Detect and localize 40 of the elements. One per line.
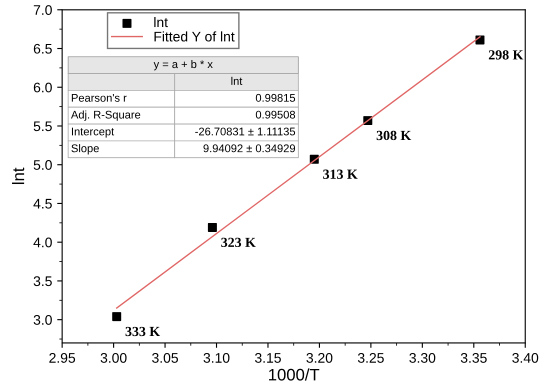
x-tick-label: 3.40: [512, 352, 538, 363]
annotation: 0.99815: [256, 94, 296, 102]
annotation: Slope: [71, 144, 99, 154]
annotation: 0.99508: [256, 110, 296, 119]
y-tick-label: 5.5: [34, 121, 52, 132]
x-tick-label: 2.95: [49, 352, 76, 363]
annotation: 323 K: [221, 238, 256, 248]
annotation: 9.94092 ± 0.34929: [203, 144, 296, 152]
y-tick-label: 3.0: [34, 315, 52, 325]
point: [112, 312, 122, 322]
x-tick-label: 3.00: [100, 352, 127, 363]
y-axis-title: lnt: [12, 168, 24, 184]
x-tick-label: 3.15: [254, 352, 281, 363]
y-tick-label: 6.0: [34, 82, 52, 92]
legend-label: Fitted Y of lnt: [154, 31, 235, 42]
x-tick-label: 3.10: [204, 352, 230, 363]
y-tick-label: 5.0: [34, 160, 52, 170]
point: [208, 222, 217, 232]
annotation: lnt: [231, 76, 242, 85]
x-tick-label: 3.20: [306, 352, 332, 363]
annotation: 298 K: [488, 50, 524, 60]
annotation: Pearson's r: [72, 94, 127, 102]
y-tick-label: 7.0: [34, 5, 52, 15]
y-tick-label: 4.0: [33, 238, 52, 248]
annotation: -26.70831 ± 1.11135: [195, 128, 296, 136]
x-tick-label: 3.05: [152, 352, 178, 363]
annotation: 333 K: [126, 326, 160, 336]
x-tick-label: 3.35: [460, 352, 487, 363]
y-tick-label: 4.5: [33, 198, 52, 209]
y-tick-label: 3.5: [34, 276, 52, 286]
annotation: Adj. R-Square: [70, 110, 140, 121]
x-tick-label: 3.25: [358, 352, 384, 363]
annotation: 313 K: [323, 170, 358, 179]
legend-label: lnt: [154, 16, 168, 28]
annotation: y = a + b * x: [154, 60, 213, 70]
annotation: Intercept: [72, 128, 114, 138]
y-tick-label: 6.5: [34, 44, 52, 54]
x-tick-label: 3.30: [409, 352, 436, 363]
annotation: 308 K: [376, 130, 412, 140]
x-axis-title: 1000/T: [269, 368, 320, 381]
